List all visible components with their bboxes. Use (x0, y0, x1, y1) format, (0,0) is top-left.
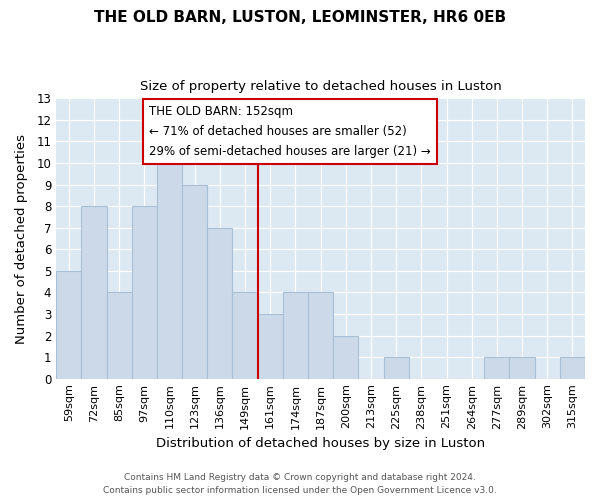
X-axis label: Distribution of detached houses by size in Luston: Distribution of detached houses by size … (156, 437, 485, 450)
Text: Contains HM Land Registry data © Crown copyright and database right 2024.
Contai: Contains HM Land Registry data © Crown c… (103, 474, 497, 495)
Bar (82, 206, 107, 378)
Bar (308, 292, 333, 378)
Bar (207, 228, 232, 378)
Bar (182, 184, 207, 378)
Bar (283, 292, 308, 378)
Bar (333, 336, 358, 378)
Bar (157, 142, 182, 378)
Title: Size of property relative to detached houses in Luston: Size of property relative to detached ho… (140, 80, 502, 93)
Bar (257, 314, 283, 378)
Bar (484, 357, 509, 378)
Bar (560, 357, 585, 378)
Text: THE OLD BARN: 152sqm
← 71% of detached houses are smaller (52)
29% of semi-detac: THE OLD BARN: 152sqm ← 71% of detached h… (149, 105, 431, 158)
Bar (509, 357, 535, 378)
Text: THE OLD BARN, LUSTON, LEOMINSTER, HR6 0EB: THE OLD BARN, LUSTON, LEOMINSTER, HR6 0E… (94, 10, 506, 25)
Bar (132, 206, 157, 378)
Bar (56, 271, 82, 378)
Bar (232, 292, 257, 378)
Y-axis label: Number of detached properties: Number of detached properties (15, 134, 28, 344)
Bar (383, 357, 409, 378)
Bar (107, 292, 132, 378)
